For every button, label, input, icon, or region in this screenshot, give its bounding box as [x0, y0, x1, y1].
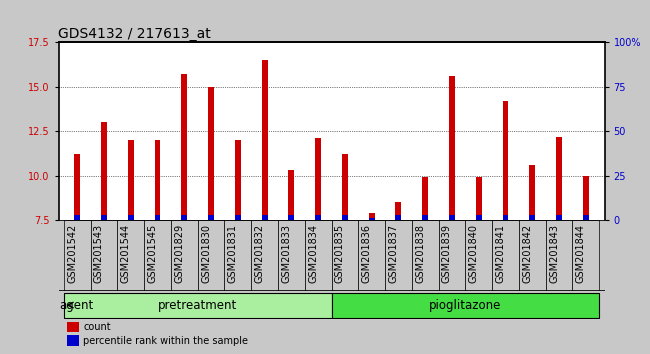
Text: GSM201830: GSM201830 [201, 224, 211, 282]
Bar [332, 292, 599, 318]
Bar [573, 220, 599, 291]
Bar [251, 220, 278, 291]
Bar [395, 215, 401, 220]
Bar [545, 220, 573, 291]
Text: GSM201832: GSM201832 [255, 224, 265, 283]
Text: GSM201544: GSM201544 [121, 224, 131, 283]
Bar [305, 220, 332, 291]
Bar [155, 215, 161, 220]
Bar [422, 215, 428, 220]
Bar [315, 138, 321, 220]
Bar [449, 76, 455, 220]
Bar [412, 220, 439, 291]
Bar [208, 87, 214, 220]
Text: count: count [83, 322, 111, 332]
Bar [529, 165, 535, 220]
Bar [439, 220, 465, 291]
Bar [181, 215, 187, 220]
Bar [144, 220, 171, 291]
Bar [519, 220, 545, 291]
Bar [529, 215, 535, 220]
Bar [556, 137, 562, 220]
Bar [502, 215, 508, 220]
Bar [171, 220, 198, 291]
Bar [278, 220, 305, 291]
Text: GDS4132 / 217613_at: GDS4132 / 217613_at [58, 28, 211, 41]
Bar [208, 215, 214, 220]
Bar [67, 336, 79, 346]
Bar [262, 215, 268, 220]
Bar [67, 322, 79, 332]
Text: pretreatment: pretreatment [158, 298, 237, 312]
Bar [332, 220, 358, 291]
Text: GSM201843: GSM201843 [549, 224, 559, 282]
Bar [492, 220, 519, 291]
Text: GSM201829: GSM201829 [174, 224, 185, 283]
Text: GSM201833: GSM201833 [281, 224, 291, 282]
Bar [101, 122, 107, 220]
Text: GSM201838: GSM201838 [415, 224, 425, 282]
Bar [64, 220, 90, 291]
Bar [289, 215, 294, 220]
Text: pioglitazone: pioglitazone [429, 298, 502, 312]
Bar [385, 220, 412, 291]
Bar [181, 74, 187, 220]
Text: GSM201839: GSM201839 [442, 224, 452, 282]
Text: GSM201545: GSM201545 [148, 224, 157, 283]
Bar [74, 154, 80, 220]
Text: GSM201837: GSM201837 [389, 224, 398, 283]
Bar [476, 177, 482, 220]
Bar [128, 140, 134, 220]
Text: GSM201836: GSM201836 [361, 224, 372, 282]
Bar [155, 140, 161, 220]
Bar [583, 176, 589, 220]
Bar [465, 220, 492, 291]
Bar [583, 215, 589, 220]
Bar [502, 101, 508, 220]
Text: agent: agent [59, 298, 94, 312]
Bar [395, 202, 401, 220]
Bar [235, 215, 240, 220]
Bar [74, 215, 80, 220]
Bar [235, 140, 240, 220]
Bar [289, 170, 294, 220]
Bar [476, 215, 482, 220]
Bar [369, 213, 374, 220]
Bar [342, 154, 348, 220]
Text: GSM201543: GSM201543 [94, 224, 104, 283]
Bar [198, 220, 224, 291]
Text: GSM201840: GSM201840 [469, 224, 478, 282]
Text: GSM201542: GSM201542 [67, 224, 77, 283]
Bar [422, 177, 428, 220]
Bar [262, 60, 268, 220]
Text: GSM201844: GSM201844 [576, 224, 586, 282]
Bar [556, 215, 562, 220]
Bar [224, 220, 251, 291]
Bar [449, 215, 455, 220]
Text: percentile rank within the sample: percentile rank within the sample [83, 336, 248, 346]
Bar [90, 220, 118, 291]
Bar [369, 218, 374, 220]
Text: GSM201841: GSM201841 [495, 224, 506, 282]
Bar [128, 215, 134, 220]
Bar [118, 220, 144, 291]
Text: GSM201834: GSM201834 [308, 224, 318, 282]
Text: GSM201831: GSM201831 [227, 224, 238, 282]
Bar [315, 215, 321, 220]
Text: GSM201842: GSM201842 [522, 224, 532, 283]
Bar [342, 215, 348, 220]
Bar [64, 292, 332, 318]
Bar [358, 220, 385, 291]
Text: GSM201835: GSM201835 [335, 224, 345, 283]
Bar [101, 215, 107, 220]
